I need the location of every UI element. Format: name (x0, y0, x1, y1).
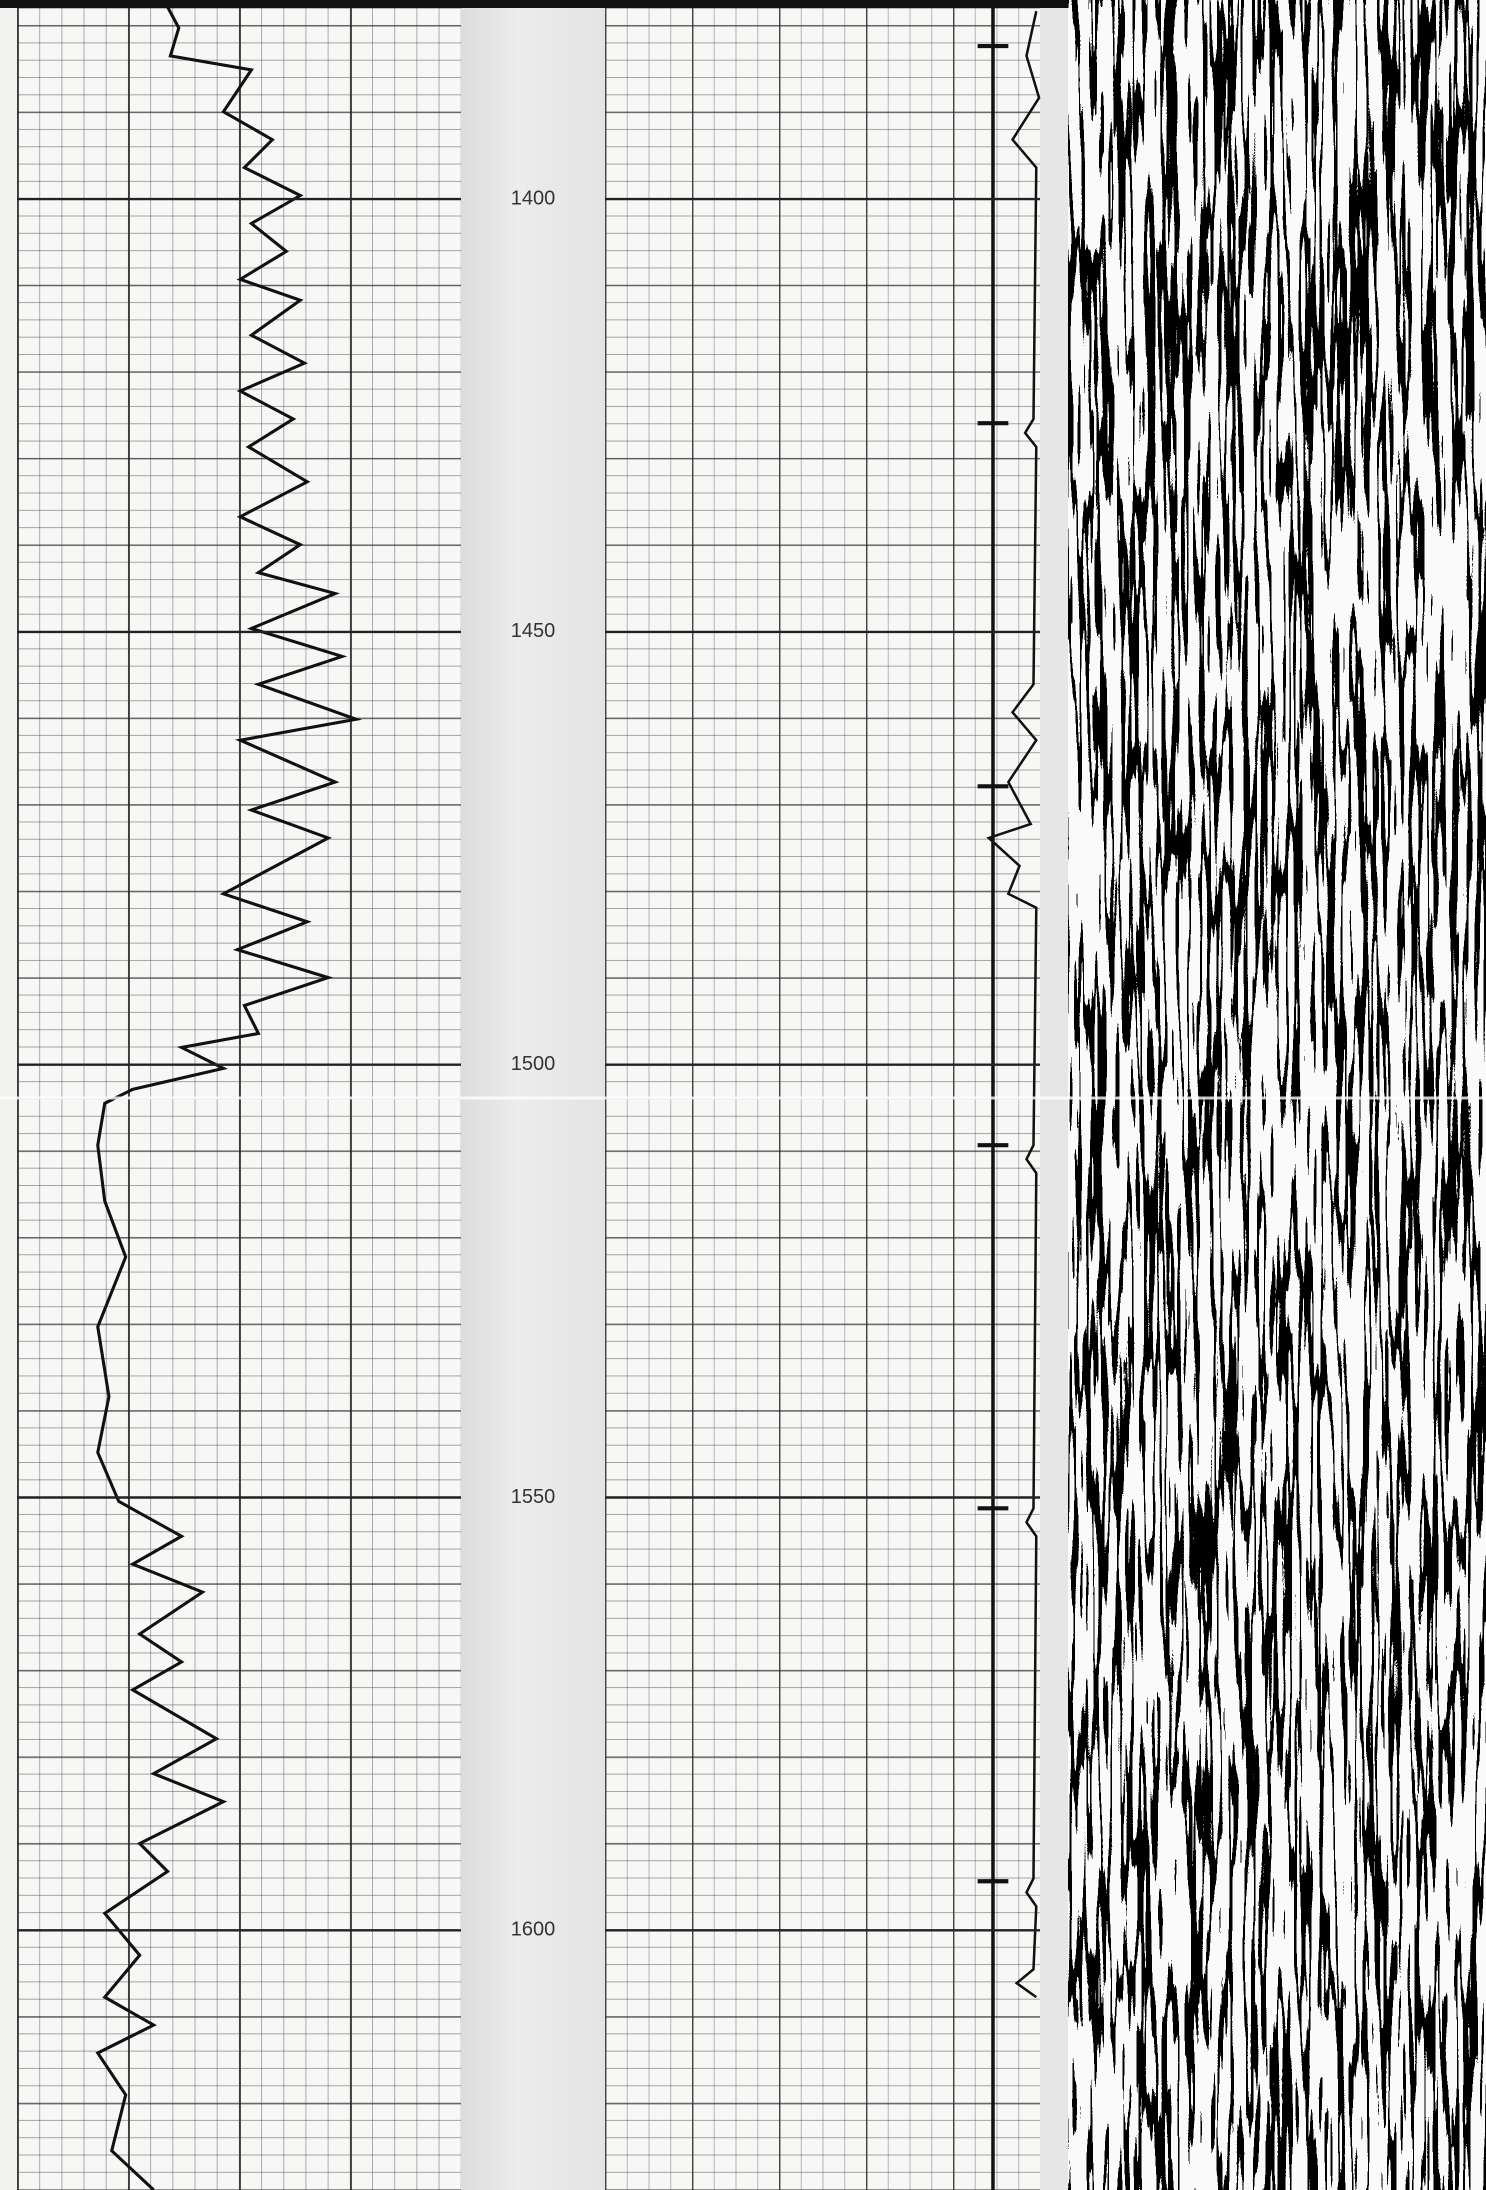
depth-label: 1550 (511, 1486, 556, 1508)
top-edge (0, 0, 1486, 8)
depth-label: 1600 (511, 1919, 556, 1941)
track-gap (1040, 0, 1068, 2190)
depth-label: 1450 (511, 620, 556, 642)
depth-track (461, 0, 605, 2190)
image-track (1068, 0, 1486, 2190)
depth-marks (977, 43, 1009, 1884)
depth-label: 1400 (511, 187, 556, 209)
depth-label: 1500 (511, 1053, 556, 1075)
gamma-track (17, 0, 461, 2190)
resistivity-track (605, 0, 1040, 2190)
log-curves (95, 0, 1041, 2190)
resistivity-curve (986, 10, 1041, 1999)
gamma-curve (95, 6, 363, 2190)
